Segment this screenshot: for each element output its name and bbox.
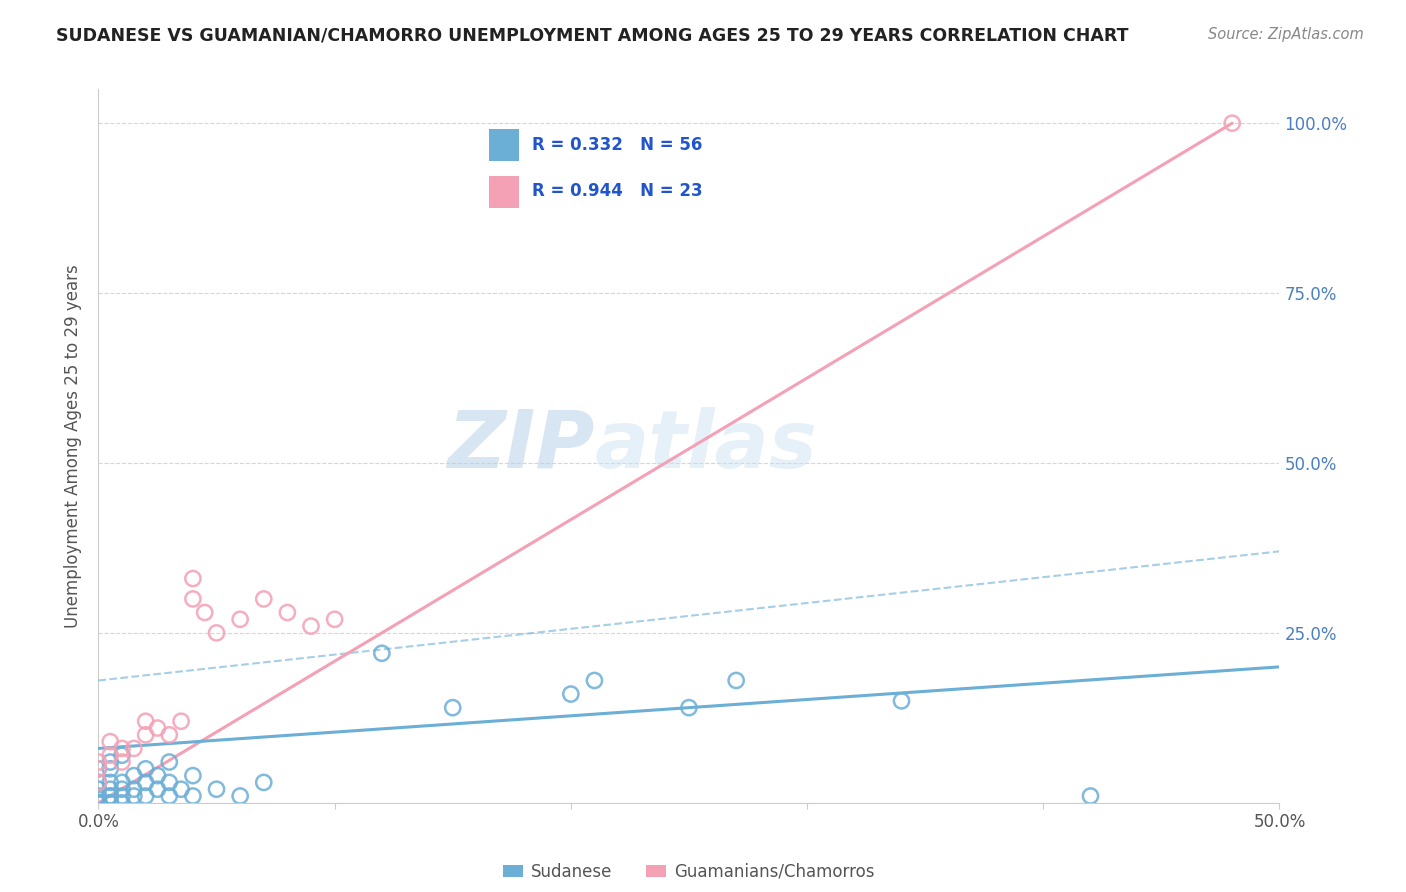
Point — [111, 748, 134, 763]
Point — [122, 782, 145, 797]
Text: R = 0.944   N = 23: R = 0.944 N = 23 — [531, 182, 702, 200]
Point — [1220, 116, 1243, 130]
Point — [441, 700, 464, 714]
Point — [1080, 789, 1102, 803]
Point — [98, 762, 121, 776]
Point — [135, 789, 157, 803]
Point — [87, 796, 110, 810]
Point — [323, 612, 346, 626]
Point — [122, 789, 145, 803]
Point — [87, 796, 110, 810]
Point — [253, 775, 276, 789]
Point — [98, 796, 121, 810]
Point — [205, 626, 228, 640]
Point — [98, 748, 121, 763]
Text: atlas: atlas — [595, 407, 817, 485]
Point — [98, 789, 121, 803]
Point — [87, 796, 110, 810]
Point — [87, 762, 110, 776]
Point — [87, 796, 110, 810]
Point — [111, 796, 134, 810]
Point — [146, 721, 169, 735]
Point — [87, 762, 110, 776]
Point — [371, 646, 394, 660]
Point — [122, 769, 145, 783]
Point — [98, 734, 121, 748]
Point — [98, 796, 121, 810]
Text: ZIP: ZIP — [447, 407, 595, 485]
Point — [181, 789, 204, 803]
FancyBboxPatch shape — [489, 176, 519, 208]
Point — [135, 775, 157, 789]
Point — [87, 782, 110, 797]
Point — [98, 755, 121, 769]
Point — [181, 769, 204, 783]
Point — [87, 796, 110, 810]
Point — [122, 741, 145, 756]
Point — [194, 606, 217, 620]
Point — [157, 789, 180, 803]
Point — [87, 755, 110, 769]
Point — [98, 775, 121, 789]
Point — [583, 673, 606, 688]
Point — [87, 796, 110, 810]
Point — [170, 714, 193, 729]
Point — [87, 796, 110, 810]
Point — [146, 782, 169, 797]
Point — [111, 775, 134, 789]
Y-axis label: Unemployment Among Ages 25 to 29 years: Unemployment Among Ages 25 to 29 years — [65, 264, 83, 628]
Point — [87, 789, 110, 803]
Point — [205, 782, 228, 797]
Point — [299, 619, 322, 633]
Point — [725, 673, 748, 688]
Point — [135, 762, 157, 776]
Point — [98, 789, 121, 803]
Point — [111, 741, 134, 756]
Point — [87, 796, 110, 810]
Point — [157, 755, 180, 769]
Point — [229, 789, 252, 803]
Point — [87, 792, 110, 806]
Point — [181, 572, 204, 586]
Legend: Sudanese, Guamanians/Chamorros: Sudanese, Guamanians/Chamorros — [496, 856, 882, 888]
Text: SUDANESE VS GUAMANIAN/CHAMORRO UNEMPLOYMENT AMONG AGES 25 TO 29 YEARS CORRELATIO: SUDANESE VS GUAMANIAN/CHAMORRO UNEMPLOYM… — [56, 27, 1129, 45]
Point — [276, 606, 298, 620]
Point — [181, 591, 204, 606]
Point — [678, 700, 700, 714]
Point — [111, 755, 134, 769]
Point — [170, 782, 193, 797]
Point — [146, 769, 169, 783]
Point — [87, 796, 110, 810]
Point — [157, 728, 180, 742]
Point — [87, 796, 110, 810]
Point — [890, 694, 912, 708]
Point — [87, 796, 110, 810]
Point — [87, 775, 110, 789]
Point — [87, 775, 110, 789]
Point — [135, 714, 157, 729]
Point — [87, 796, 110, 810]
Text: Source: ZipAtlas.com: Source: ZipAtlas.com — [1208, 27, 1364, 42]
FancyBboxPatch shape — [489, 128, 519, 161]
Point — [87, 796, 110, 810]
Point — [253, 591, 276, 606]
Point — [560, 687, 582, 701]
Point — [135, 728, 157, 742]
Text: R = 0.332   N = 56: R = 0.332 N = 56 — [531, 136, 702, 153]
Point — [111, 789, 134, 803]
Point — [111, 782, 134, 797]
Point — [98, 782, 121, 797]
Point — [229, 612, 252, 626]
Point — [157, 775, 180, 789]
